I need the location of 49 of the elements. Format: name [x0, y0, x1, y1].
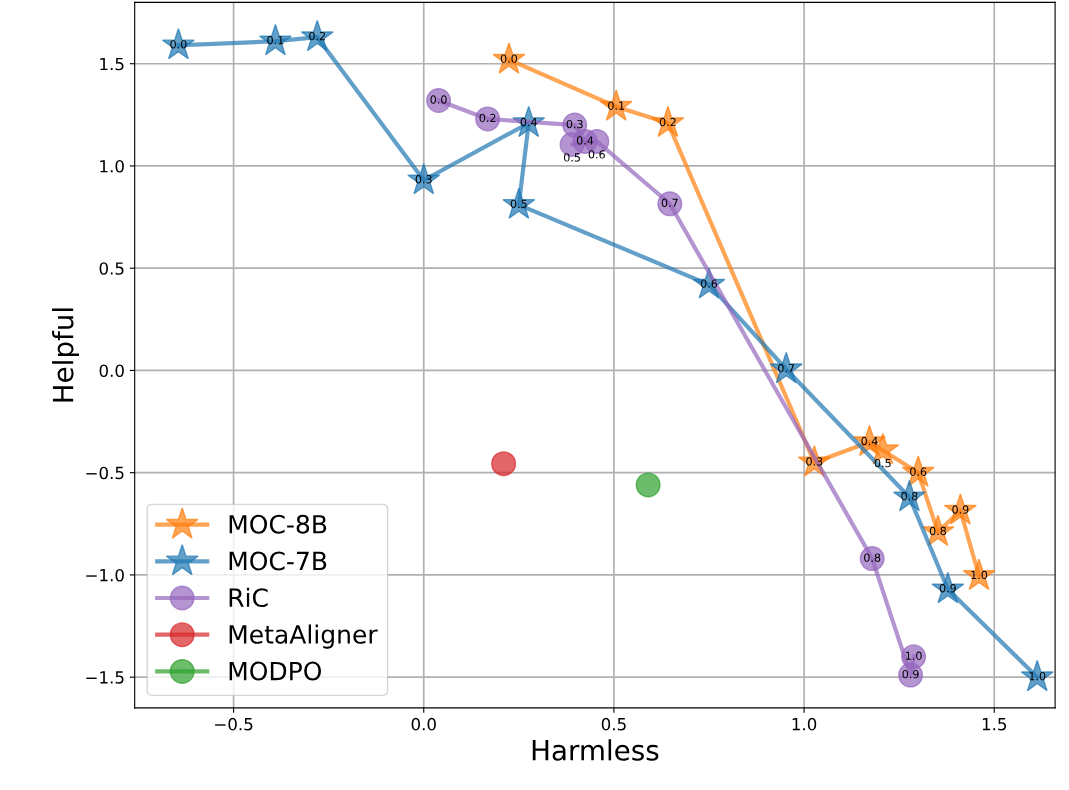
x-tick-label: −0.5 [215, 717, 253, 731]
y-tick-label: −1.0 [86, 568, 124, 582]
annotation: 0.2 [309, 31, 325, 41]
y-tick-label: 1.5 [100, 57, 124, 71]
annotation: 0.0 [170, 40, 187, 49]
annotation: 0.9 [939, 584, 956, 593]
annotation: 0.6 [910, 467, 927, 476]
annotation: 0.2 [659, 117, 676, 127]
annotation: 0.3 [806, 457, 823, 466]
annotation: 0.9 [952, 505, 969, 514]
annotation: 0.8 [901, 492, 918, 501]
annotation: 0.1 [608, 101, 625, 110]
legend-label: MOC-8B [229, 514, 327, 534]
annotation: 0.5 [510, 199, 527, 209]
annotation: 0.1 [267, 36, 284, 45]
annotation: 0.4 [576, 136, 594, 145]
annotation: 0.6 [588, 150, 605, 159]
x-axis-title: Harmless [532, 739, 659, 761]
annotation: 0.8 [929, 526, 947, 536]
annotation: 0.3 [415, 175, 432, 184]
x-tick-label: 0.0 [411, 717, 436, 731]
legend-label: MOC-7B [229, 551, 327, 571]
y-tick-label: 1.0 [100, 159, 124, 173]
x-tick-label: 1.0 [792, 717, 817, 731]
annotation: 0.8 [864, 553, 881, 562]
y-tick-label: −0.5 [86, 466, 124, 480]
y-tick-label: 0.5 [99, 262, 124, 275]
annotation: 0.3 [566, 119, 583, 129]
y-tick-label: 0.0 [99, 364, 124, 378]
annotation: 0.5 [563, 153, 580, 162]
annotation: 0.0 [430, 95, 447, 104]
annotation: 0.2 [479, 113, 496, 123]
annotation: 0.9 [902, 669, 919, 679]
x-tick-label: 0.5 [601, 717, 626, 731]
annotation: 0.4 [861, 436, 878, 446]
annotation: 0.4 [520, 117, 537, 127]
annotation: 0.7 [661, 198, 678, 208]
annotation: 0.6 [700, 279, 718, 288]
annotation: 0.0 [500, 54, 518, 63]
annotation: 1.0 [906, 651, 922, 660]
y-axis-title: Helpful [52, 308, 79, 402]
legend-label: MODPO [229, 661, 322, 681]
legend-label: RiC [229, 587, 268, 608]
annotation: 1.0 [971, 570, 988, 580]
y-tick-label: −1.5 [86, 671, 124, 684]
annotation: 0.7 [778, 364, 795, 373]
x-tick-label: 1.5 [982, 718, 1007, 731]
legend-label: MetaAligner [229, 624, 378, 649]
annotation: 1.0 [1029, 671, 1046, 681]
